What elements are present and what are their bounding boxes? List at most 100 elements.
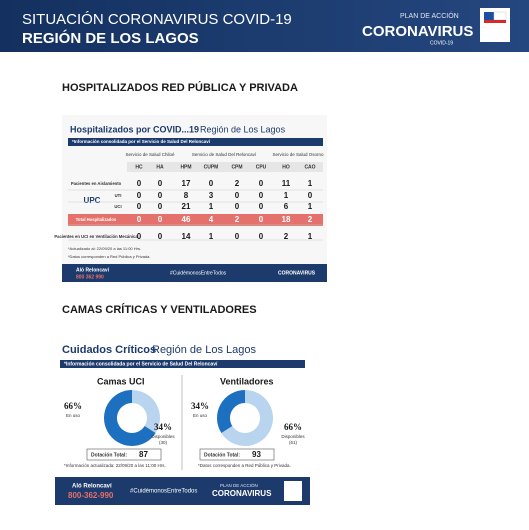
note: *Datos corresponden a Red Pública y Priv… (68, 254, 151, 259)
column-header: CAO (304, 164, 315, 170)
column-header: CPM (231, 164, 242, 170)
row-label: UCI (114, 204, 121, 209)
note: *Datos corresponden a Red Pública y Priv… (198, 463, 291, 468)
cell-value: 0 (209, 179, 214, 188)
cell-value: 0 (158, 202, 163, 211)
logo-sub: COVID-19 (430, 40, 453, 46)
cell-value: 2 (235, 215, 240, 224)
cell-value: 0 (259, 202, 264, 211)
cell-value: 0 (158, 191, 163, 200)
used-pct: 34% (191, 401, 209, 411)
total-label: Dotación Total: (204, 452, 240, 458)
header-subtitle: REGIÓN DE LOS LAGOS (22, 29, 199, 47)
donut-used (104, 390, 156, 446)
cell-value: 0 (137, 179, 142, 188)
free-label: Disponibles (151, 434, 175, 439)
panel-title: Ventiladores (220, 376, 274, 386)
used-label: En uso (66, 413, 81, 418)
free-count: (61) (289, 440, 298, 445)
cell-value: 46 (182, 215, 191, 224)
free-label: Disponibles (281, 434, 305, 439)
header-bar (0, 0, 529, 52)
hosp-title: Hospitalizados por COVID...19 (70, 124, 199, 134)
cell-value: 2 (235, 179, 240, 188)
cell-value: 0 (259, 179, 264, 188)
footer-phone: 800-362-990 (68, 491, 114, 500)
section-heading: HOSPITALIZADOS RED PÚBLICA Y PRIVADA (62, 81, 298, 94)
row-label: Total Hospitalizados (76, 217, 117, 222)
total-row-bg (68, 214, 323, 226)
cell-value: 0 (137, 202, 142, 211)
total-box (86, 448, 162, 461)
footer-logo-small: PLAN DE ACCIÓN (220, 482, 258, 488)
total-box (199, 448, 275, 461)
gov-logo-flag (493, 11, 507, 21)
cell-value: 0 (259, 232, 264, 241)
cell-value: 4 (209, 215, 214, 224)
footer-hashtag: #CuidémonosEntreTodos (170, 270, 227, 276)
footer-logo: CORONAVIRUS (278, 270, 316, 276)
cell-value: 0 (259, 191, 264, 200)
gov-logo-flag (484, 20, 506, 23)
service-header: Servicio de Salud Osorno (272, 152, 324, 157)
free-pct: 66% (284, 422, 302, 432)
cell-value: 21 (182, 202, 191, 211)
footer-logo: CORONAVIRUS (212, 489, 272, 498)
cell-value: 1 (209, 202, 214, 211)
logo-big: CORONAVIRUS (362, 23, 473, 40)
cell-value: 8 (184, 191, 189, 200)
donut-free (132, 390, 161, 433)
cell-value: 0 (235, 232, 240, 241)
cell-value: 0 (137, 215, 142, 224)
column-header: HC (135, 164, 143, 170)
cell-value: 17 (182, 179, 191, 188)
hosp-title-rest: Región de Los Lagos (200, 124, 286, 134)
cell-value: 3 (209, 191, 214, 200)
footer-gov-logo (284, 481, 302, 501)
used-label: En uso (193, 413, 208, 418)
cell-value: 0 (235, 202, 240, 211)
cell-value: 6 (284, 202, 289, 211)
cell-value: 14 (182, 232, 191, 241)
col-header-bg (127, 162, 323, 172)
cell-value: 0 (308, 191, 313, 200)
cell-value: 1 (308, 232, 313, 241)
info-text: *Información consolidada por el Servicio… (72, 139, 211, 144)
cell-value: 11 (282, 179, 291, 188)
cell-value: 0 (137, 232, 142, 241)
row-label: Pacientes en UCI en Ventilación Mecánica (54, 234, 138, 239)
used-pct: 66% (64, 401, 82, 411)
section-heading: CAMAS CRÍTICAS Y VENTILADORES (62, 303, 257, 316)
info-text: *Información consolidada por el Servicio… (64, 361, 218, 367)
service-header: Servicio de Salud Chiloé (125, 152, 175, 157)
total-label: Dotación Total: (91, 452, 127, 458)
footer-phone: 800 362 990 (76, 274, 104, 280)
donut-used (216, 390, 245, 433)
free-pct: 34% (154, 422, 172, 432)
cell-value: 0 (158, 232, 163, 241)
critical-title: Cuidados Críticos (62, 344, 156, 356)
hosp-footer (62, 264, 327, 282)
total-value: 93 (252, 450, 261, 459)
footer-alo: Aló Reloncaví (72, 484, 112, 490)
info-bar (68, 138, 323, 146)
footer-hashtag: #CuidémonosEntreTodos (130, 489, 197, 495)
note: *Información actualizada: 22/09/20 a las… (64, 463, 166, 468)
total-value: 87 (139, 450, 148, 459)
cell-value: 0 (137, 191, 142, 200)
cell-value: 1 (209, 232, 214, 241)
row-label: Pacientes en Aislamiento (71, 181, 122, 186)
gov-logo-flag (484, 12, 494, 20)
cell-value: 2 (308, 215, 313, 224)
cell-value: 1 (284, 191, 289, 200)
column-header: HA (156, 164, 164, 170)
column-header: HPM (180, 164, 191, 170)
cell-value: 0 (158, 179, 163, 188)
critical-footer (55, 477, 310, 505)
note: *Actualizado al: 22/09/20 a las 11:00 Hr… (68, 246, 141, 251)
footer-alo: Aló Reloncaví (76, 267, 110, 273)
column-header: HO (282, 164, 290, 170)
critical-title-rest: Región de Los Lagos (152, 344, 256, 356)
cell-value: 0 (259, 215, 264, 224)
column-header: CUPM (204, 164, 219, 170)
